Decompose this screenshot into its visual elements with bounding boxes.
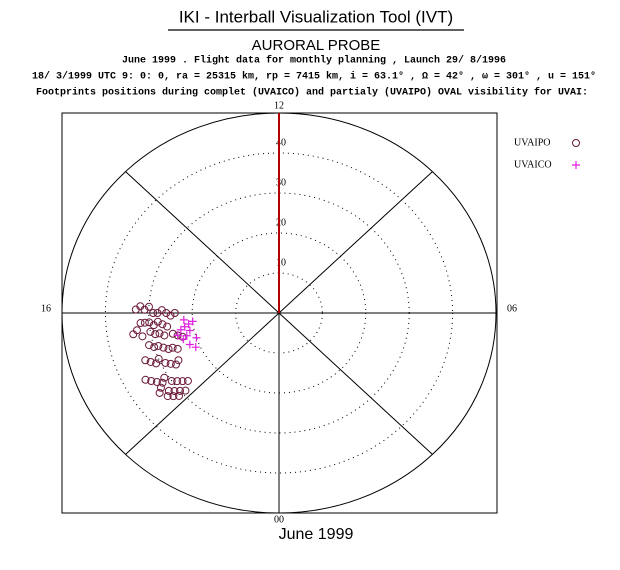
point: [185, 340, 194, 349]
point: [160, 373, 169, 382]
point: [158, 378, 167, 387]
theta-tick-label: 12: [274, 100, 284, 111]
point: [147, 377, 156, 385]
point: [133, 326, 142, 335]
point: [154, 341, 163, 350]
point: [160, 331, 169, 340]
point: [167, 376, 176, 385]
point: [176, 325, 185, 334]
point: [163, 392, 172, 401]
chart-subtitle: AURORAL PROBE: [252, 37, 381, 54]
point: [166, 311, 175, 320]
point: [162, 309, 171, 317]
point: [192, 333, 201, 342]
point: [182, 331, 191, 340]
theta-tick-label: 00: [274, 514, 284, 525]
point: [155, 388, 164, 397]
point: [159, 343, 168, 352]
point: [152, 377, 161, 386]
point: [158, 320, 167, 329]
point: [179, 335, 188, 344]
point: [156, 383, 165, 392]
info-line: 18/ 3/1999 UTC 9: 0: 0, ra = 25315 km, r…: [32, 71, 596, 83]
point: [164, 345, 173, 354]
legend-label: UVAIPO: [514, 137, 551, 148]
x-axis-label: June 1999: [279, 526, 354, 543]
point: [161, 358, 170, 367]
point: [152, 359, 161, 368]
point: [170, 387, 179, 396]
r-tick-label: 10: [276, 257, 286, 268]
grid-circle: [104, 152, 454, 474]
point: [173, 377, 182, 386]
point: [170, 309, 179, 317]
point: [155, 329, 164, 338]
point: [141, 356, 150, 365]
point: [153, 309, 162, 317]
point: [173, 344, 182, 353]
point: [175, 386, 184, 395]
point: [178, 332, 187, 341]
point: [151, 330, 160, 339]
point: [174, 356, 183, 365]
point: [183, 376, 192, 385]
legend-marker: [572, 161, 580, 169]
point: [164, 386, 173, 395]
point: [168, 343, 177, 352]
info-line: June 1999 . Flight data for monthly plan…: [122, 55, 506, 67]
point: [154, 354, 163, 363]
point: [185, 326, 194, 335]
point: [178, 377, 187, 386]
point: [145, 341, 154, 350]
point: [138, 332, 147, 341]
grid-circle: [148, 192, 410, 434]
point: [168, 329, 177, 338]
point: [191, 343, 200, 352]
grid-circle: [235, 272, 323, 354]
legend-marker: [572, 139, 580, 147]
point: [131, 305, 140, 314]
point: [173, 331, 182, 340]
point: [146, 327, 155, 336]
point: [181, 386, 190, 395]
theta-tick-label: 16: [41, 303, 51, 314]
r-tick-label: 40: [276, 137, 286, 148]
point: [169, 392, 178, 401]
info-line: Footprints positions during complet (UVA…: [36, 87, 588, 99]
legend-label: UVAICO: [514, 159, 552, 170]
point: [179, 315, 188, 324]
point: [166, 359, 175, 368]
point: [172, 360, 181, 369]
grid-circle: [191, 232, 367, 394]
point: [146, 357, 155, 366]
chart-title: IKI - Interball Visualization Tool (IVT): [179, 7, 453, 26]
point: [188, 317, 197, 326]
point: [145, 318, 154, 327]
point: [140, 318, 149, 327]
point: [141, 375, 150, 384]
theta-tick-label: 06: [507, 303, 517, 314]
r-tick-label: 20: [276, 217, 286, 228]
r-tick-label: 30: [276, 177, 286, 188]
point: [129, 330, 138, 339]
point: [175, 391, 184, 400]
point: [153, 317, 162, 326]
point: [150, 343, 159, 352]
point: [136, 319, 145, 328]
point: [157, 306, 166, 315]
point: [149, 309, 158, 317]
point: [163, 322, 172, 331]
